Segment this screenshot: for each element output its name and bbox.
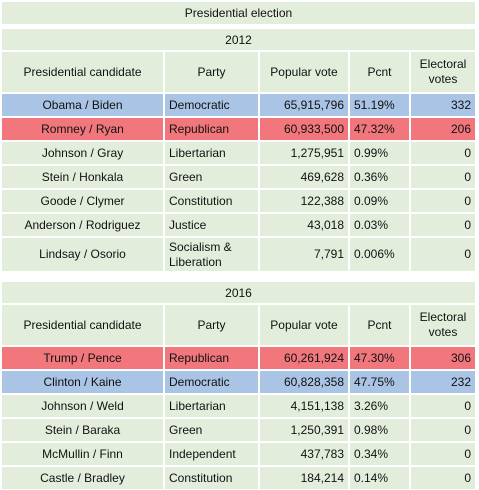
cell-candidate: Johnson / Gray	[2, 142, 163, 164]
cell-party: Justice	[165, 214, 258, 236]
cell-electoral: 0	[411, 142, 475, 164]
cell-popular: 60,933,500	[260, 118, 348, 140]
cell-pcnt: 0.99%	[350, 142, 409, 164]
table-row: Castle / Bradley Constitution 184,214 0.14%…	[0, 467, 479, 489]
cell-candidate: Romney / Ryan	[2, 118, 163, 140]
cell-popular: 4,151,138	[260, 395, 348, 417]
column-header-row: Presidential candidate Party Popular vote P…	[0, 305, 479, 345]
cell-pcnt: 47.30%	[350, 347, 409, 369]
table-row: Goode / Clymer Constitution 122,388 0.09% 0	[0, 190, 479, 212]
cell-popular: 43,018	[260, 214, 348, 236]
cell-pcnt: 0.36%	[350, 166, 409, 188]
cell-electoral: 0	[411, 190, 475, 212]
cell-pcnt: 3.26%	[350, 395, 409, 417]
cell-popular: 469,628	[260, 166, 348, 188]
header-candidate: Presidential candidate	[2, 305, 163, 345]
header-pcnt: Pcnt	[350, 305, 409, 345]
table-row: Romney / Ryan Republican 60,933,500 47.32% 2…	[0, 118, 479, 140]
header-pcnt: Pcnt	[350, 52, 409, 92]
cell-party: Constitution	[165, 190, 258, 212]
cell-pcnt: 0.006%	[350, 238, 409, 271]
cell-popular: 60,261,924	[260, 347, 348, 369]
cell-electoral: 306	[411, 347, 475, 369]
cell-party: Green	[165, 166, 258, 188]
header-electoral: Electoral votes	[411, 52, 475, 92]
cell-candidate: Goode / Clymer	[2, 190, 163, 212]
cell-candidate: Trump / Pence	[2, 347, 163, 369]
cell-electoral: 206	[411, 118, 475, 140]
cell-electoral: 232	[411, 371, 475, 393]
table-row: McMullin / Finn Independent 437,783 0.34% 0	[0, 443, 479, 465]
cell-candidate: Stein / Honkala	[2, 166, 163, 188]
table-row: Anderson / Rodriguez Justice 43,018 0.03% 0	[0, 214, 479, 236]
cell-popular: 1,250,391	[260, 419, 348, 441]
column-header-row: Presidential candidate Party Popular vote P…	[0, 52, 479, 92]
table-row: Trump / Pence Republican 60,261,924 47.30% 3…	[0, 347, 479, 369]
cell-pcnt: 47.75%	[350, 371, 409, 393]
cell-electoral: 0	[411, 467, 475, 489]
cell-popular: 184,214	[260, 467, 348, 489]
cell-candidate: Anderson / Rodriguez	[2, 214, 163, 236]
cell-candidate: Lindsay / Osorio	[2, 238, 163, 271]
cell-popular: 7,791	[260, 238, 348, 271]
cell-electoral: 0	[411, 214, 475, 236]
cell-electoral: 0	[411, 419, 475, 441]
cell-party: Green	[165, 419, 258, 441]
cell-popular: 65,915,796	[260, 94, 348, 116]
cell-electoral: 0	[411, 166, 475, 188]
cell-popular: 122,388	[260, 190, 348, 212]
cell-candidate: Johnson / Weld	[2, 395, 163, 417]
cell-pcnt: 47.32%	[350, 118, 409, 140]
header-candidate: Presidential candidate	[2, 52, 163, 92]
header-popular: Popular vote	[260, 52, 348, 92]
cell-party: Democratic	[165, 371, 258, 393]
cell-pcnt: 0.98%	[350, 419, 409, 441]
header-party: Party	[165, 305, 258, 345]
header-electoral: Electoral votes	[411, 305, 475, 345]
cell-candidate: McMullin / Finn	[2, 443, 163, 465]
cell-candidate: Stein / Baraka	[2, 419, 163, 441]
cell-pcnt: 51.19%	[350, 94, 409, 116]
header-popular: Popular vote	[260, 305, 348, 345]
year-header: 2016	[2, 282, 475, 303]
cell-pcnt: 0.03%	[350, 214, 409, 236]
cell-party: Constitution	[165, 467, 258, 489]
cell-pcnt: 0.14%	[350, 467, 409, 489]
cell-electoral: 0	[411, 443, 475, 465]
cell-party: Socialism & Liberation	[165, 238, 258, 271]
table-row: Stein / Baraka Green 1,250,391 0.98% 0	[0, 419, 479, 441]
cell-party: Democratic	[165, 94, 258, 116]
cell-party: Libertarian	[165, 395, 258, 417]
cell-party: Libertarian	[165, 142, 258, 164]
table-row: Johnson / Gray Libertarian 1,275,951 0.99% 0	[0, 142, 479, 164]
cell-electoral: 332	[411, 94, 475, 116]
cell-party: Republican	[165, 118, 258, 140]
table-row: Stein / Honkala Green 469,628 0.36% 0	[0, 166, 479, 188]
cell-pcnt: 0.09%	[350, 190, 409, 212]
cell-popular: 60,828,358	[260, 371, 348, 393]
cell-popular: 1,275,951	[260, 142, 348, 164]
table-row: Clinton / Kaine Democratic 60,828,358 47.75…	[0, 371, 479, 393]
cell-candidate: Clinton / Kaine	[2, 371, 163, 393]
table-row: Lindsay / Osorio Socialism & Liberation 7,…	[0, 238, 479, 271]
cell-party: Republican	[165, 347, 258, 369]
table-row: Johnson / Weld Libertarian 4,151,138 3.26% 0	[0, 395, 479, 417]
cell-pcnt: 0.34%	[350, 443, 409, 465]
cell-candidate: Castle / Bradley	[2, 467, 163, 489]
cell-popular: 437,783	[260, 443, 348, 465]
table-title: Presidential election	[2, 2, 475, 24]
cell-electoral: 0	[411, 395, 475, 417]
cell-candidate: Obama / Biden	[2, 94, 163, 116]
cell-electoral: 0	[411, 238, 475, 271]
year-header: 2012	[2, 29, 475, 50]
table-row: Obama / Biden Democratic 65,915,796 51.19% 3…	[0, 94, 479, 116]
cell-party: Independent	[165, 443, 258, 465]
header-party: Party	[165, 52, 258, 92]
